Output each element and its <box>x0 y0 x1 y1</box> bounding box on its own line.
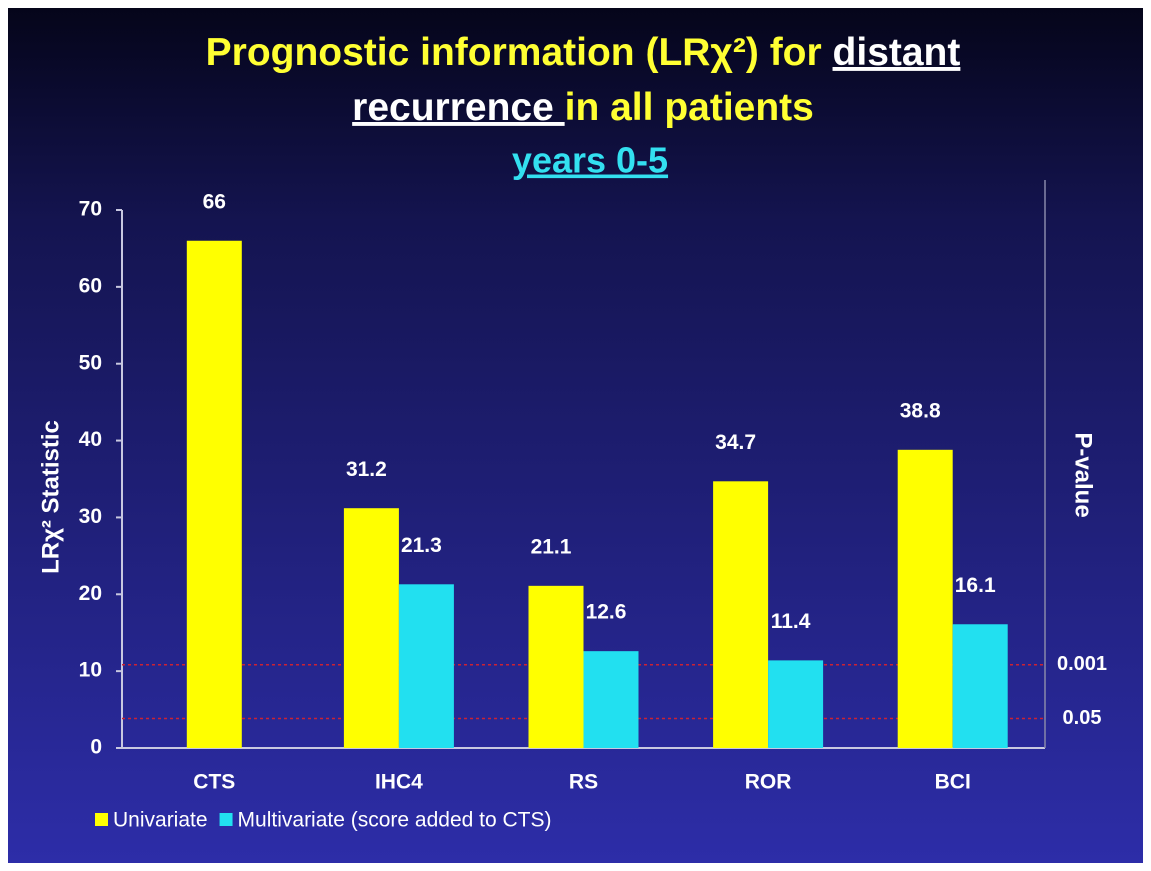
bar <box>398 584 454 748</box>
bar <box>768 660 824 748</box>
value-label: 11.4 <box>771 610 811 633</box>
x-tick-label: CTS <box>193 771 235 794</box>
value-label: 12.6 <box>586 601 627 624</box>
bar <box>713 481 769 748</box>
legend-label: Multivariate (score added to CTS) <box>238 809 552 832</box>
title-run: in all patients <box>565 86 814 129</box>
x-tick-label: RS <box>569 771 598 794</box>
value-label: 34.7 <box>715 431 756 454</box>
title-line: recurrence in all patients <box>352 86 814 129</box>
bar <box>583 651 639 748</box>
x-tick-label: BCI <box>935 771 971 794</box>
value-label: 66 <box>203 190 226 213</box>
bar <box>897 449 953 748</box>
legend-swatch <box>95 813 108 826</box>
bar <box>528 585 584 748</box>
bar <box>186 240 242 748</box>
y-tick-label: 10 <box>79 659 102 682</box>
y-tick-label: 70 <box>79 198 102 221</box>
y-axis-label: LRχ² Statistic <box>37 420 64 574</box>
title-run: recurrence <box>352 86 564 129</box>
x-tick-label: ROR <box>745 771 792 794</box>
title: Prognostic information (LRχ²) for distan… <box>206 31 961 129</box>
value-label: 31.2 <box>346 458 387 481</box>
value-label: 21.3 <box>401 534 442 557</box>
x-tick-label: IHC4 <box>375 771 423 794</box>
bar <box>343 508 399 748</box>
y-tick-label: 20 <box>79 582 102 605</box>
y2-axis-label: P-value <box>1070 432 1097 517</box>
title-run: distant <box>833 31 961 74</box>
reference-label: 0.05 <box>1063 707 1102 729</box>
y-tick-label: 30 <box>79 505 102 528</box>
y-tick-label: 40 <box>79 428 102 451</box>
title-run: Prognostic information (LRχ²) for <box>206 31 833 74</box>
subtitle: years 0-5 <box>512 140 668 181</box>
y-tick-label: 50 <box>79 351 102 374</box>
value-label: 21.1 <box>531 535 572 558</box>
y-tick-label: 60 <box>79 274 102 297</box>
value-label: 38.8 <box>900 399 941 422</box>
y-tick-label: 0 <box>90 736 102 759</box>
reference-label: 0.001 <box>1057 653 1107 675</box>
bar <box>952 624 1008 748</box>
legend-swatch <box>219 813 233 826</box>
title-line: Prognostic information (LRχ²) for distan… <box>206 31 961 74</box>
legend-label: Univariate <box>113 809 208 832</box>
value-label: 16.1 <box>955 574 996 597</box>
